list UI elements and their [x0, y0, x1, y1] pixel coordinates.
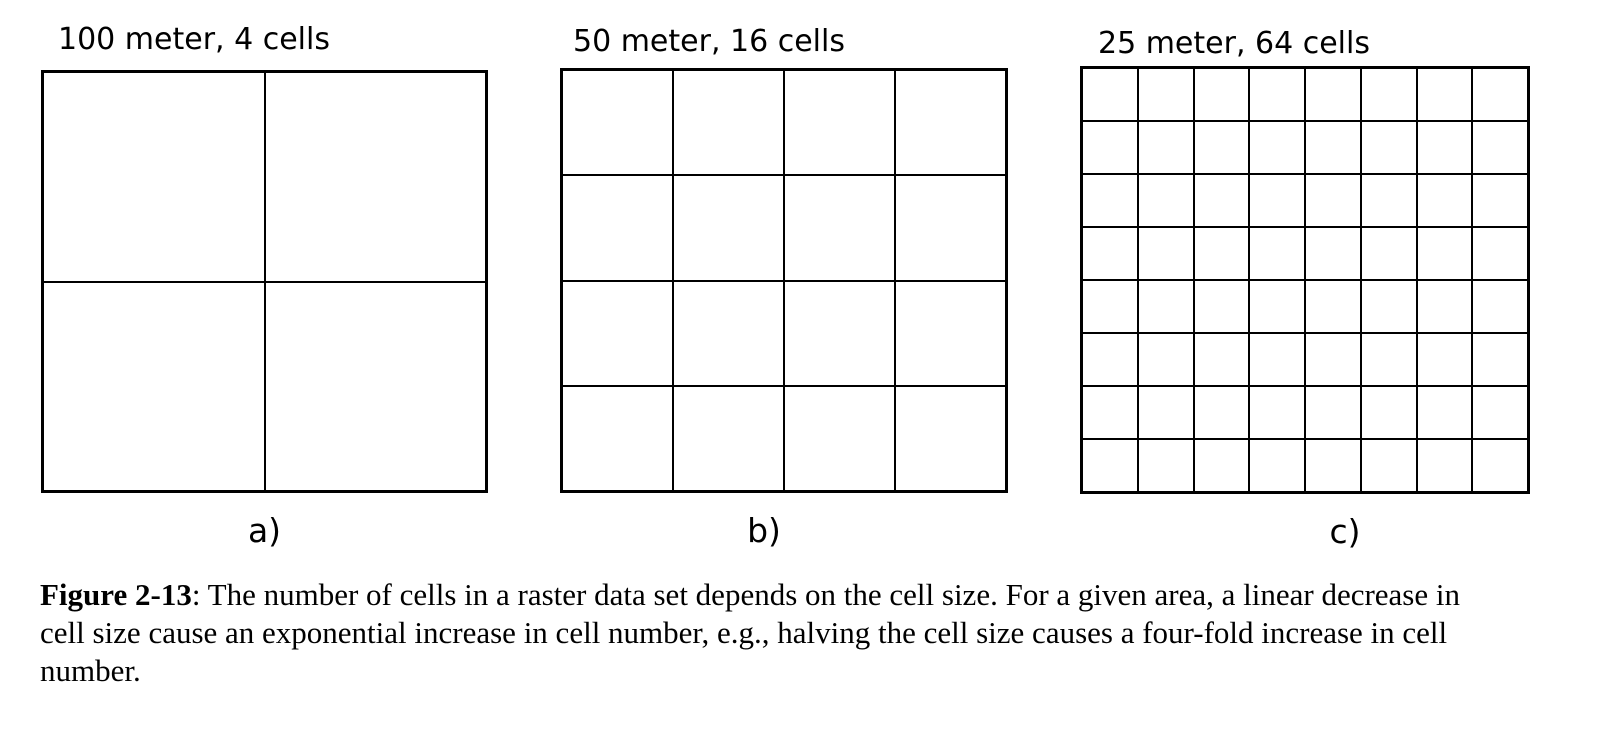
grid-cell [1082, 280, 1138, 333]
grid-cell [562, 385, 673, 491]
grid-cell [1360, 333, 1417, 386]
grid-cell [1416, 174, 1473, 227]
grid-cell [1137, 386, 1194, 439]
grid-cell [1305, 227, 1361, 280]
grid-cell [1472, 174, 1528, 227]
grid-cell [1137, 280, 1194, 333]
grid-cell [1472, 121, 1528, 174]
grid-cell [673, 385, 784, 491]
grid-cell [895, 385, 1006, 491]
grid-cell [1082, 227, 1138, 280]
grid-cell [1137, 174, 1194, 227]
panel-c-label: c) [1329, 512, 1361, 551]
grid-cell [1416, 386, 1473, 439]
grid-cell [1193, 280, 1250, 333]
grid-cell [1249, 174, 1305, 227]
grid-cell [784, 280, 895, 386]
grid-cell [1305, 439, 1361, 492]
grid-cell [1305, 386, 1361, 439]
grid-cell [1249, 280, 1305, 333]
grid-cell [1137, 121, 1194, 174]
grid-cell [1416, 227, 1473, 280]
grid-cell [1305, 333, 1361, 386]
grid-cell [1193, 174, 1250, 227]
panel-b-label: b) [747, 511, 781, 550]
grid-cell [1416, 68, 1473, 121]
grid-cell [1082, 174, 1138, 227]
grid-cell [1472, 333, 1528, 386]
grid-cell [784, 175, 895, 281]
grid-cell [1360, 174, 1417, 227]
panel-a-title: 100 meter, 4 cells [58, 22, 330, 57]
grid-cell [562, 280, 673, 386]
grid-cell [1082, 333, 1138, 386]
grid-cell [1360, 227, 1417, 280]
grid-cell [1360, 439, 1417, 492]
panel-a-label: a) [247, 511, 282, 550]
grid-cell [1137, 68, 1194, 121]
raster-grid-4x4 [560, 68, 1008, 493]
grid-cell [1472, 227, 1528, 280]
grid-cell [1360, 280, 1417, 333]
grid-cell [895, 175, 1006, 281]
grid-cell [1193, 439, 1250, 492]
grid-cell [1193, 227, 1250, 280]
grid-cell [1305, 68, 1361, 121]
grid-cell [1249, 439, 1305, 492]
grid-cell [1472, 68, 1528, 121]
grid-cell [1137, 333, 1194, 386]
grid-cell [1360, 121, 1417, 174]
grid-cell [1137, 227, 1194, 280]
grid-cell [1082, 439, 1138, 492]
raster-grid-8x8 [1080, 66, 1530, 494]
grid-cell [1305, 280, 1361, 333]
grid-cell [784, 70, 895, 176]
grid-cell [1193, 333, 1250, 386]
grid-cell [1416, 439, 1473, 492]
grid-cell [1249, 333, 1305, 386]
figure-caption-number: Figure 2-13 [40, 577, 192, 612]
grid-cell [1193, 386, 1250, 439]
grid-cell [895, 70, 1006, 176]
grid-cell [1416, 280, 1473, 333]
grid-cell [673, 70, 784, 176]
grid-cell [1360, 68, 1417, 121]
figure-caption-text: : The number of cells in a raster data s… [40, 577, 1460, 688]
grid-cell [264, 72, 486, 282]
grid-cell [264, 281, 486, 491]
grid-cell [1249, 121, 1305, 174]
grid-cell [673, 175, 784, 281]
grid-cell [43, 72, 265, 282]
grid-cell [1249, 68, 1305, 121]
grid-cell [1137, 439, 1194, 492]
grid-cell [562, 175, 673, 281]
grid-cell [1193, 121, 1250, 174]
grid-cell [1416, 333, 1473, 386]
raster-grid-2x2 [41, 70, 488, 493]
grid-cell [1472, 439, 1528, 492]
grid-cell [1082, 386, 1138, 439]
grid-cell [784, 385, 895, 491]
grid-cell [1305, 121, 1361, 174]
grid-cell [43, 281, 265, 491]
grid-cell [1305, 174, 1361, 227]
grid-cell [895, 280, 1006, 386]
panel-b-title: 50 meter, 16 cells [573, 24, 845, 59]
grid-cell [1360, 386, 1417, 439]
grid-cell [1193, 68, 1250, 121]
grid-cell [1416, 121, 1473, 174]
grid-cell [1249, 227, 1305, 280]
grid-cell [1082, 121, 1138, 174]
figure-caption: Figure 2-13: The number of cells in a ra… [40, 576, 1505, 690]
grid-cell [1082, 68, 1138, 121]
panel-c-title: 25 meter, 64 cells [1098, 26, 1370, 61]
grid-cell [1472, 280, 1528, 333]
grid-cell [1472, 386, 1528, 439]
grid-cell [562, 70, 673, 176]
grid-cell [1249, 386, 1305, 439]
grid-cell [673, 280, 784, 386]
